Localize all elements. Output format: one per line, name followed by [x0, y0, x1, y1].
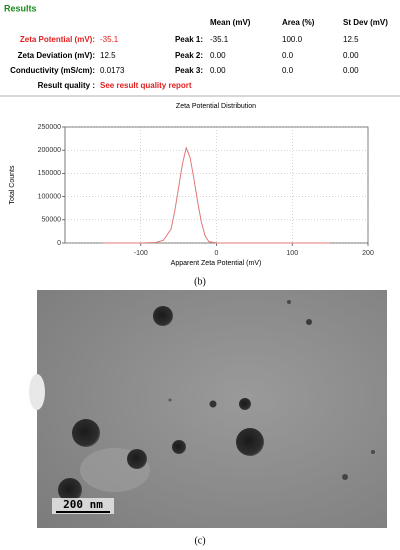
row-value: -35.1 — [100, 35, 119, 44]
chart-title: Zeta Potential Distribution — [176, 103, 256, 110]
cell: 0.00 — [343, 66, 359, 75]
y-tick-label: 50000 — [42, 217, 62, 224]
panel-label: (c) — [194, 535, 205, 546]
x-tick-label: 100 — [286, 250, 298, 257]
y-tick-label: 100000 — [38, 193, 61, 200]
peak-label: Peak 2: — [175, 51, 203, 60]
cell: 0.0 — [282, 66, 294, 75]
y-tick-label: 250000 — [38, 124, 61, 131]
cell: 12.5 — [343, 35, 359, 44]
cell: 0.00 — [210, 51, 226, 60]
header: Mean (mV) — [210, 18, 251, 27]
row-value: 0.0173 — [100, 66, 125, 75]
x-tick-label: -100 — [134, 250, 148, 257]
cell: 0.00 — [210, 66, 226, 75]
panel-label: (b) — [194, 276, 206, 287]
y-tick-label: 200000 — [38, 147, 61, 154]
peak-label: Peak 1: — [175, 35, 203, 44]
row-label: Zeta Potential (mV): — [20, 35, 95, 44]
header: St Dev (mV) — [343, 18, 388, 27]
y-axis-label: Total Counts — [9, 165, 16, 204]
scale-bar-label: 200 nm — [63, 498, 103, 511]
row-value: 12.5 — [100, 51, 116, 60]
plot: 0 50000 100000 150000 200000 250000 -100 0 100 20… — [38, 124, 374, 257]
cell: -35.1 — [210, 35, 229, 44]
data-line — [102, 146, 331, 244]
row-label: Zeta Deviation (mV): — [18, 51, 95, 60]
quality-label: Result quality : — [38, 81, 95, 90]
y-tick-label: 0 — [57, 240, 61, 247]
cell: 0.0 — [282, 51, 294, 60]
header: Area (%) — [282, 18, 315, 27]
row-label: Conductivity (mS/cm): — [10, 66, 95, 75]
x-axis-label: Apparent Zeta Potential (mV) — [171, 260, 262, 267]
quality-link[interactable]: See result quality report — [100, 81, 192, 90]
tem-image — [29, 290, 387, 528]
cell: 0.00 — [343, 51, 359, 60]
results-title: Results — [4, 3, 37, 13]
cell: 100.0 — [282, 35, 303, 44]
peak-label: Peak 3: — [175, 66, 203, 75]
y-tick-label: 150000 — [38, 170, 61, 177]
x-tick-label: 0 — [215, 250, 219, 257]
x-tick-label: 200 — [362, 250, 374, 257]
